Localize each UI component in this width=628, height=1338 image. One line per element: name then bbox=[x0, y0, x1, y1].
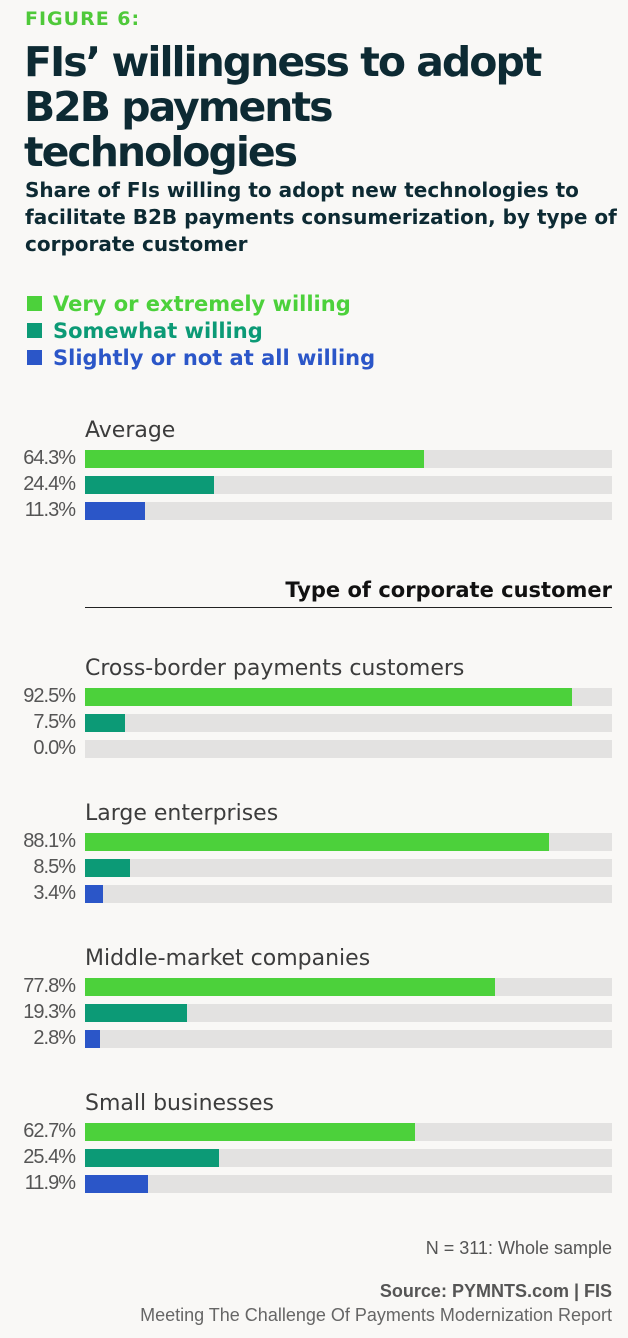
data-label: 2.8% bbox=[33, 1027, 76, 1049]
bar-slightly bbox=[85, 885, 103, 903]
bar-row: 24.4% bbox=[0, 473, 628, 495]
bar-row: 77.8% bbox=[0, 975, 628, 997]
bar-row: 92.5% bbox=[0, 685, 628, 707]
legend-label-slightly: Slightly or not at all willing bbox=[53, 345, 376, 370]
bar-track bbox=[85, 1123, 612, 1141]
bar-track bbox=[85, 859, 612, 877]
bar-somewhat bbox=[85, 1149, 219, 1167]
bar-row: 25.4% bbox=[0, 1146, 628, 1168]
data-label: 92.5% bbox=[23, 685, 76, 707]
legend-label-very: Very or extremely willing bbox=[53, 291, 351, 316]
bar-track bbox=[85, 450, 612, 468]
data-label: 3.4% bbox=[33, 882, 76, 904]
bar-track bbox=[85, 978, 612, 996]
bar-somewhat bbox=[85, 714, 125, 732]
legend-item-somewhat: Somewhat willing bbox=[27, 317, 375, 344]
chart-title: FIs’ willingness to adopt B2B payments t… bbox=[24, 38, 542, 176]
bar-row: 8.5% bbox=[0, 856, 628, 878]
bar-row: 3.4% bbox=[0, 882, 628, 904]
data-label: 88.1% bbox=[23, 830, 76, 852]
bar-slightly bbox=[85, 1030, 100, 1048]
bar-somewhat bbox=[85, 1004, 187, 1022]
data-label: 0.0% bbox=[33, 737, 76, 759]
bar-row: 2.8% bbox=[0, 1027, 628, 1049]
bar-track bbox=[85, 1175, 612, 1193]
data-label: 62.7% bbox=[23, 1120, 76, 1142]
data-label: 19.3% bbox=[23, 1001, 76, 1023]
group-title: Cross-border payments customers bbox=[85, 656, 465, 681]
bar-slightly bbox=[85, 1175, 148, 1193]
bar-track bbox=[85, 714, 612, 732]
bar-row: 64.3% bbox=[0, 447, 628, 469]
bar-row: 0.0% bbox=[0, 737, 628, 759]
bar-row: 7.5% bbox=[0, 711, 628, 733]
data-label: 7.5% bbox=[33, 711, 76, 733]
legend-swatch-slightly bbox=[27, 350, 42, 365]
bar-row: 62.7% bbox=[0, 1120, 628, 1142]
source-line: Source: PYMNTS.com | FIS bbox=[379, 1281, 612, 1301]
data-label: 25.4% bbox=[23, 1146, 76, 1168]
sample-note: N = 311: Whole sample bbox=[425, 1238, 612, 1258]
group-title: Small businesses bbox=[85, 1091, 274, 1116]
section-rule bbox=[85, 607, 612, 608]
bar-very bbox=[85, 1123, 416, 1141]
figure-label: FIGURE 6: bbox=[25, 8, 141, 30]
chart-subtitle: Share of FIs willing to adopt new techno… bbox=[25, 178, 617, 256]
bar-very bbox=[85, 688, 573, 706]
data-label: 8.5% bbox=[33, 856, 76, 878]
data-label: 11.9% bbox=[24, 1172, 76, 1194]
group-title: Average bbox=[85, 418, 176, 443]
bar-row: 11.3% bbox=[0, 499, 628, 521]
legend-swatch-somewhat bbox=[27, 323, 42, 338]
bar-track bbox=[85, 1030, 612, 1048]
bar-very bbox=[85, 833, 550, 851]
bar-very bbox=[85, 978, 495, 996]
report-name: Meeting The Challenge Of Payments Modern… bbox=[140, 1305, 612, 1325]
bar-track bbox=[85, 1149, 612, 1167]
bar-very bbox=[85, 450, 424, 468]
legend-item-very: Very or extremely willing bbox=[27, 290, 375, 317]
legend-item-slightly: Slightly or not at all willing bbox=[27, 344, 375, 371]
legend-swatch-very bbox=[27, 296, 42, 311]
bar-track bbox=[85, 833, 612, 851]
bar-track bbox=[85, 885, 612, 903]
bar-row: 19.3% bbox=[0, 1001, 628, 1023]
group-title: Large enterprises bbox=[85, 801, 279, 826]
bar-track bbox=[85, 502, 612, 520]
data-label: 11.3% bbox=[24, 499, 76, 521]
section-heading: Type of corporate customer bbox=[285, 578, 612, 602]
bar-row: 11.9% bbox=[0, 1172, 628, 1194]
group-title: Middle-market companies bbox=[85, 946, 371, 971]
data-label: 24.4% bbox=[23, 473, 76, 495]
legend: Very or extremely willing Somewhat willi… bbox=[27, 290, 375, 371]
bar-track bbox=[85, 476, 612, 494]
data-label: 64.3% bbox=[23, 447, 76, 469]
bar-slightly bbox=[85, 502, 145, 520]
bar-track bbox=[85, 1004, 612, 1022]
bar-track bbox=[85, 740, 612, 758]
bar-somewhat bbox=[85, 476, 214, 494]
bar-row: 88.1% bbox=[0, 830, 628, 852]
data-label: 77.8% bbox=[23, 975, 76, 997]
legend-label-somewhat: Somewhat willing bbox=[53, 318, 263, 343]
bar-somewhat bbox=[85, 859, 130, 877]
bar-track bbox=[85, 688, 612, 706]
